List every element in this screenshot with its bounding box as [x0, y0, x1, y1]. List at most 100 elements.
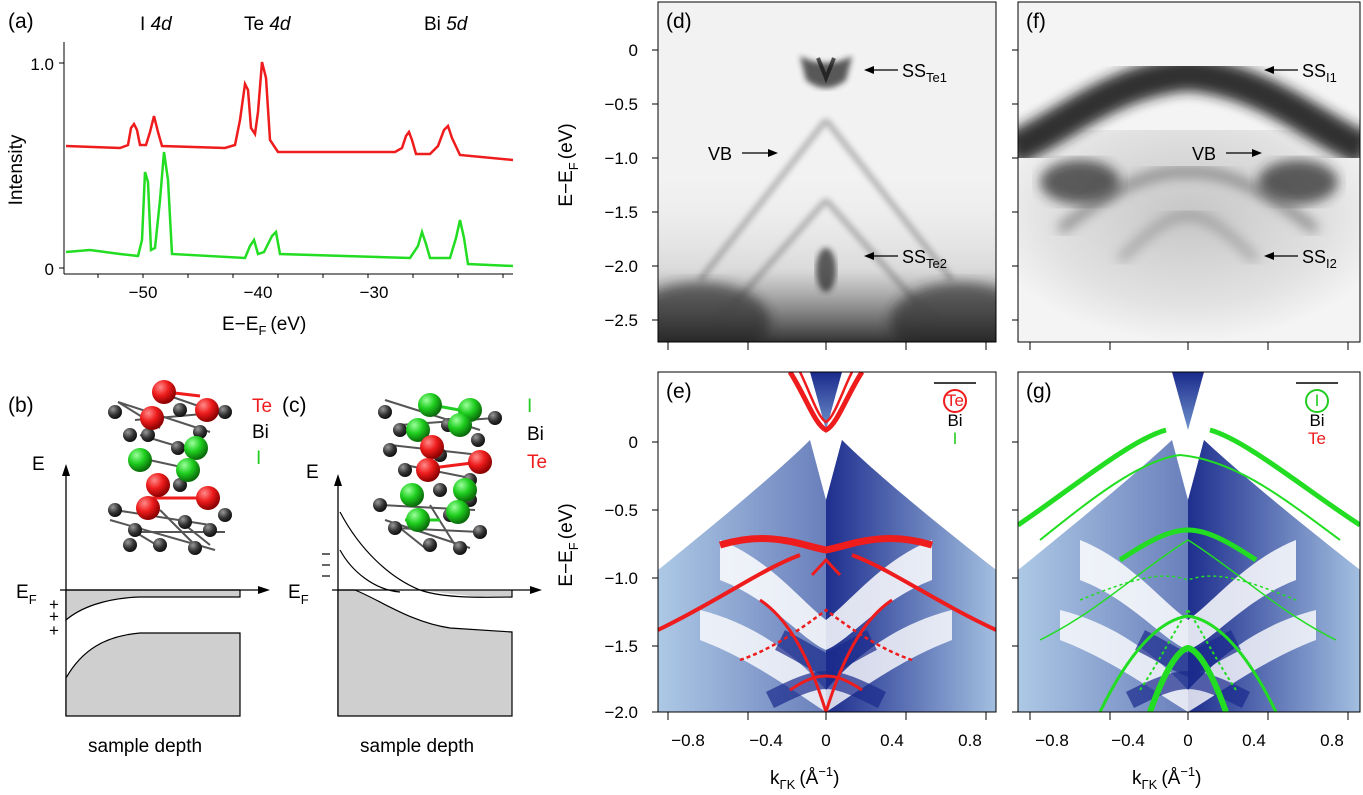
panel-g: (g) I Bi Te −0.8 −0.4 0 0.4 0.8 kΓK (Å−1)	[1012, 371, 1361, 792]
svg-text:SSI1: SSI1	[1302, 61, 1337, 85]
annot-ss-te1: SSTe1	[864, 61, 947, 85]
xtick-g-1: −0.4	[1111, 731, 1145, 750]
ytick-e-0: 0	[629, 433, 638, 452]
legend-e-i: I	[953, 429, 958, 448]
panel-c: (c)	[282, 393, 547, 757]
ytick-e-1: −0.5	[604, 501, 638, 520]
panel-e-label: (e)	[666, 380, 692, 403]
crystal-b	[108, 380, 232, 555]
band-fill-c-lower	[337, 589, 513, 717]
axis-e-b: E	[32, 454, 45, 475]
crystal-c	[373, 393, 502, 555]
legend-c-bi: Bi	[527, 424, 544, 445]
xtick-e-4: 0.8	[958, 731, 982, 750]
xtick-e-3: 0.4	[880, 731, 904, 750]
xtick-label-30: −30	[360, 283, 389, 302]
bands-g	[1018, 372, 1360, 712]
ytick-d-1: −0.5	[604, 95, 638, 114]
legend-b-bi: Bi	[252, 422, 269, 443]
xlabel-energy: E−EF (eV)	[222, 314, 306, 338]
svg-text:VB: VB	[708, 144, 732, 164]
bands-e	[658, 372, 996, 712]
ytick-d-0: 0	[629, 41, 638, 60]
panel-f-label: (f)	[1026, 10, 1046, 33]
ylabel-d: E−EF(eV)	[556, 123, 581, 206]
annot-vb-d: VB	[708, 144, 778, 164]
energy-axis-arrow-b	[62, 464, 70, 476]
svg-text:VB: VB	[1192, 144, 1216, 164]
charge-1: +	[49, 595, 59, 614]
ytick-d-2: −1.0	[604, 149, 638, 168]
ticks-e	[652, 441, 987, 720]
ylabel-intensity: Intensity	[6, 134, 27, 205]
spectrum-green	[65, 151, 514, 268]
panel-g-label: (g)	[1026, 380, 1052, 403]
frame-d	[657, 1, 997, 343]
band-fill-b-lower	[65, 632, 241, 717]
legend-g: I Bi Te	[1296, 382, 1338, 448]
xlabel-e: kΓK (Å−1)	[770, 764, 840, 792]
panel-a: (a) I 4d Te 4d Bi 5d Intensity 1.0 0 −50…	[6, 10, 514, 338]
charge-3: +	[49, 621, 59, 640]
energy-axis-arrow-c	[334, 474, 342, 486]
legend-c-te: Te	[527, 452, 547, 473]
xlabel-g: kΓK (Å−1)	[1132, 764, 1202, 792]
xtick-e-2: 0	[821, 731, 830, 750]
annot-ss-i1: SSI1	[1264, 61, 1337, 85]
spectrum-red	[65, 61, 514, 162]
x-ticks	[97, 274, 504, 278]
peak-label-i: I 4d	[140, 14, 173, 35]
ytick-label-0: 0	[45, 260, 54, 279]
charge-ticks-c	[322, 553, 330, 577]
ticks-g	[1012, 441, 1349, 720]
legend-e: Te Bi I	[934, 382, 976, 448]
ytick-d-3: −1.5	[604, 203, 638, 222]
peak-label-bi: Bi 5d	[424, 14, 469, 35]
xlabel-depth-c: sample depth	[360, 736, 474, 757]
svg-text:SSTe1: SSTe1	[902, 61, 947, 85]
charge-2: +	[49, 607, 59, 626]
panel-e: (e) Te Bi I E−EF(eV) 0 −0.5 −1.0 −1.5 −2…	[556, 371, 997, 792]
xlabel-depth-b: sample depth	[88, 736, 202, 757]
frame-f	[1017, 1, 1361, 343]
ytick-e-2: −1.0	[604, 569, 638, 588]
panel-d-label: (d)	[666, 10, 692, 33]
peak-label-te: Te 4d	[244, 14, 292, 35]
vb-curve-c	[339, 549, 401, 593]
band-fill-c-upper	[420, 590, 512, 598]
legend-b-i: I	[256, 448, 261, 469]
ytick-d-4: −2.0	[604, 257, 638, 276]
ytick-e-3: −1.5	[604, 637, 638, 656]
axis-e-c: E	[306, 462, 319, 483]
ef-label-c: EF	[288, 582, 309, 607]
band-fill-b-upper	[65, 589, 241, 622]
ytick-d-5: −2.5	[604, 311, 638, 330]
svg-text:SSTe2: SSTe2	[902, 247, 947, 271]
ytick-label-1: 1.0	[30, 55, 54, 74]
xtick-label-50: −50	[129, 283, 158, 302]
fermi-arrow-b	[258, 586, 270, 594]
svg-text:SSI2: SSI2	[1302, 247, 1337, 271]
panel-b: (b)	[8, 380, 272, 757]
xtick-g-3: 0.4	[1242, 731, 1266, 750]
ytick-e-4: −2.0	[604, 703, 638, 722]
yticks-d	[652, 49, 987, 350]
fermi-arrow-c	[530, 586, 542, 594]
annot-vb-f: VB	[1192, 144, 1262, 164]
panel-b-label: (b)	[8, 394, 34, 417]
frame-e	[657, 371, 997, 713]
xtick-label-40: −40	[244, 283, 273, 302]
panel-a-label: (a)	[8, 10, 34, 33]
legend-g-bi: Bi	[1309, 411, 1324, 430]
xtick-g-2: 0	[1183, 731, 1192, 750]
xtick-e-1: −0.4	[749, 731, 783, 750]
ef-label-b: EF	[16, 582, 37, 607]
legend-g-i: I	[1315, 391, 1320, 410]
arpes-image-d	[658, 2, 996, 342]
annot-ss-te2: SSTe2	[864, 247, 947, 271]
ticks-f	[1012, 49, 1349, 350]
panel-d: (d) E−EF(eV) 0 −0.5 −1.0 −1.5 −2.0 −2.5 …	[556, 1, 997, 350]
legend-e-bi: Bi	[947, 411, 962, 430]
xtick-g-4: 0.8	[1320, 731, 1344, 750]
xtick-g-0: −0.8	[1035, 731, 1069, 750]
